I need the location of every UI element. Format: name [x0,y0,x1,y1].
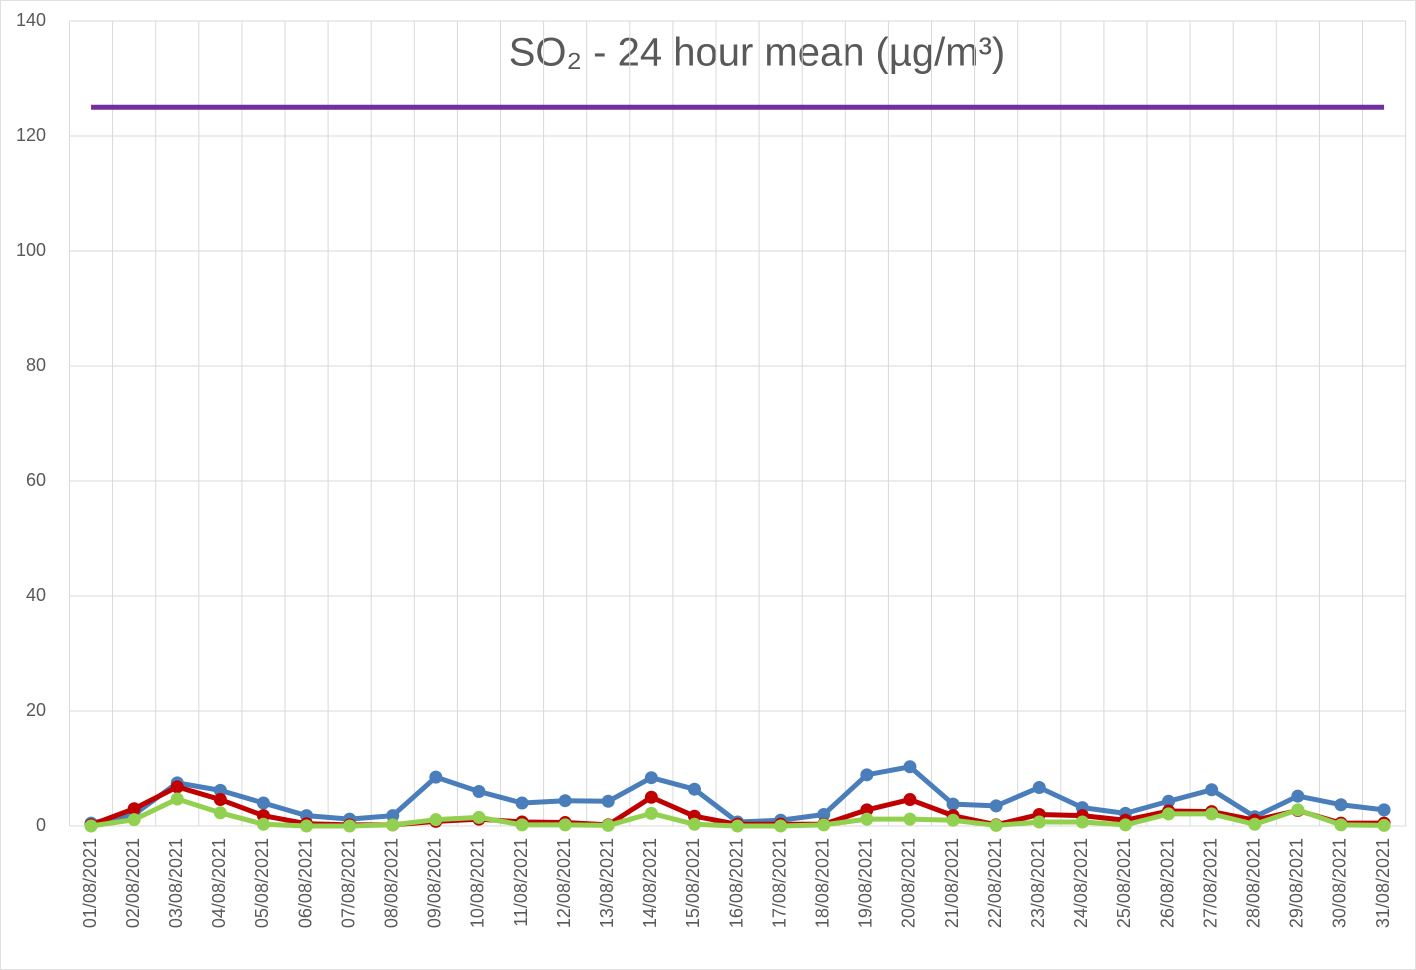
data-point [687,782,701,796]
data-point [687,817,701,831]
y-tick-label: 140 [16,10,46,30]
data-point [170,792,184,806]
data-point [601,818,615,832]
data-point [558,794,572,808]
x-tick-label: 10/08/2021 [468,838,488,928]
x-tick-label: 15/08/2021 [683,838,703,928]
data-point [903,760,917,774]
x-tick-label: 21/08/2021 [942,838,962,928]
data-point [644,771,658,785]
x-tick-label: 28/08/2021 [1244,838,1264,928]
data-point [1291,803,1305,817]
chart-title: SO₂ - 24 hour mean (µg/m³) [509,31,1006,75]
data-point [817,808,831,821]
data-point [472,810,486,824]
x-tick-label: 26/08/2021 [1157,838,1177,928]
data-point [860,812,874,826]
y-tick-label: 100 [16,240,46,260]
data-point [601,794,615,808]
x-tick-label: 09/08/2021 [425,838,445,928]
x-tick-label: 11/08/2021 [511,838,531,927]
data-point [989,818,1003,832]
data-point [515,796,529,810]
y-tick-label: 20 [26,700,46,720]
x-tick-label: 08/08/2021 [382,838,402,928]
data-point [1162,794,1176,808]
x-tick-label: 14/08/2021 [640,838,660,928]
data-point [1205,807,1219,821]
x-tick-label: 16/08/2021 [726,838,746,928]
x-tick-label: 04/08/2021 [209,838,229,928]
data-point [300,819,314,833]
data-point [946,797,960,811]
data-point [860,768,874,782]
y-tick-label: 60 [26,470,46,490]
x-tick-label: 02/08/2021 [123,838,143,928]
x-tick-label: 13/08/2021 [597,838,617,928]
data-point [213,793,227,807]
data-point [386,809,400,823]
data-point [213,806,227,820]
data-point [644,806,658,820]
data-point [1248,817,1262,831]
x-tick-label: 19/08/2021 [856,838,876,928]
x-tick-label: 07/08/2021 [338,838,358,928]
data-point [386,818,400,832]
y-tick-label: 120 [16,125,46,145]
data-point [1291,789,1305,803]
data-point [1377,803,1391,817]
data-point [1118,818,1132,832]
data-point [1075,815,1089,829]
x-tick-label: 22/08/2021 [985,838,1005,928]
data-point [1032,780,1046,794]
data-point [84,819,98,833]
data-point [1032,815,1046,829]
x-tick-label: 17/08/2021 [769,838,789,928]
x-tick-label: 23/08/2021 [1028,838,1048,928]
data-point [429,813,443,827]
data-point [1334,818,1348,832]
data-point [731,819,745,833]
data-point [170,780,184,794]
x-tick-label: 29/08/2021 [1287,838,1307,928]
x-tick-label: 05/08/2021 [252,838,272,928]
y-tick-label: 40 [26,585,46,605]
data-point [256,796,270,810]
data-point [1377,818,1391,832]
x-tick-label: 24/08/2021 [1071,838,1091,928]
data-point [644,790,658,804]
data-point [903,812,917,826]
data-point [256,817,270,831]
data-point [472,785,486,798]
x-tick-label: 18/08/2021 [813,838,833,928]
data-point [903,793,917,807]
x-tick-label: 31/08/2021 [1373,838,1393,928]
y-tick-label: 0 [36,815,46,835]
data-point [989,799,1003,813]
x-tick-label: 30/08/2021 [1330,838,1350,928]
x-tick-label: 06/08/2021 [295,838,315,928]
data-point [127,802,141,816]
x-tick-label: 20/08/2021 [899,838,919,928]
x-tick-label: 12/08/2021 [554,838,574,928]
data-point [515,818,529,832]
data-point [946,813,960,827]
data-point [213,783,227,797]
data-point [860,803,874,817]
data-point [1205,783,1219,797]
data-point [343,819,357,833]
x-tick-label: 25/08/2021 [1114,838,1134,928]
data-point [817,818,831,832]
x-tick-label: 01/08/2021 [80,838,100,928]
y-tick-label: 80 [26,355,46,375]
data-point [774,819,788,833]
x-tick-label: 27/08/2021 [1200,838,1220,928]
data-point [558,818,572,832]
data-point [429,770,443,784]
data-point [127,813,141,827]
data-point [1334,798,1348,812]
x-tick-label: 03/08/2021 [166,838,186,928]
data-point [1162,807,1176,821]
